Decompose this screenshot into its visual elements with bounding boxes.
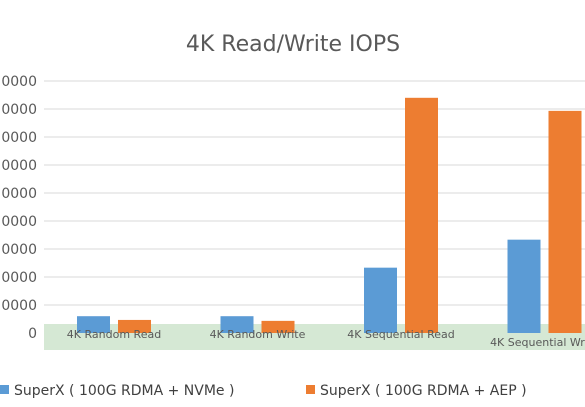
category-label: 4K Sequential Write [490, 336, 585, 349]
category-label: 4K Sequential Read [347, 328, 454, 341]
bar-aep [548, 110, 582, 333]
y-tick-label: 0000 [1, 74, 37, 90]
bar-nvme [77, 316, 110, 333]
bars [77, 97, 582, 333]
category-labels: 4K Random Read 4K Random Write 4K Sequenti… [67, 328, 585, 349]
legend-label: SuperX ( 100G RDMA + AEP ) [320, 383, 527, 399]
bar-nvme [507, 239, 541, 333]
gridlines [44, 80, 585, 306]
y-tick-label: 0 [28, 326, 37, 342]
bar-nvme [364, 267, 397, 333]
bar-aep [261, 320, 295, 333]
y-tick-label: 0000 [1, 214, 37, 230]
bar-nvme [220, 316, 254, 333]
y-tick-label: 0000 [1, 270, 37, 286]
legend-swatch [306, 385, 315, 394]
y-tick-label: 0000 [1, 242, 37, 258]
y-tick-label: 0000 [1, 102, 37, 118]
y-tick-label: 0000 [1, 158, 37, 174]
y-tick-label: 0000 [1, 298, 37, 314]
bar-aep [405, 97, 438, 333]
bar-aep [118, 319, 151, 333]
category-label: 4K Random Read [67, 328, 161, 341]
legend-label: SuperX ( 100G RDMA + NVMe ) [14, 383, 234, 399]
legend-swatch [0, 385, 9, 394]
legend: SuperX ( 100G RDMA + NVMe ) SuperX ( 100G… [0, 383, 527, 399]
category-label: 4K Random Write [210, 328, 306, 341]
chart-title: 4K Read/Write IOPS [186, 32, 400, 57]
y-tick-label: 0000 [1, 186, 37, 202]
y-tick-label: 0000 [1, 130, 37, 146]
